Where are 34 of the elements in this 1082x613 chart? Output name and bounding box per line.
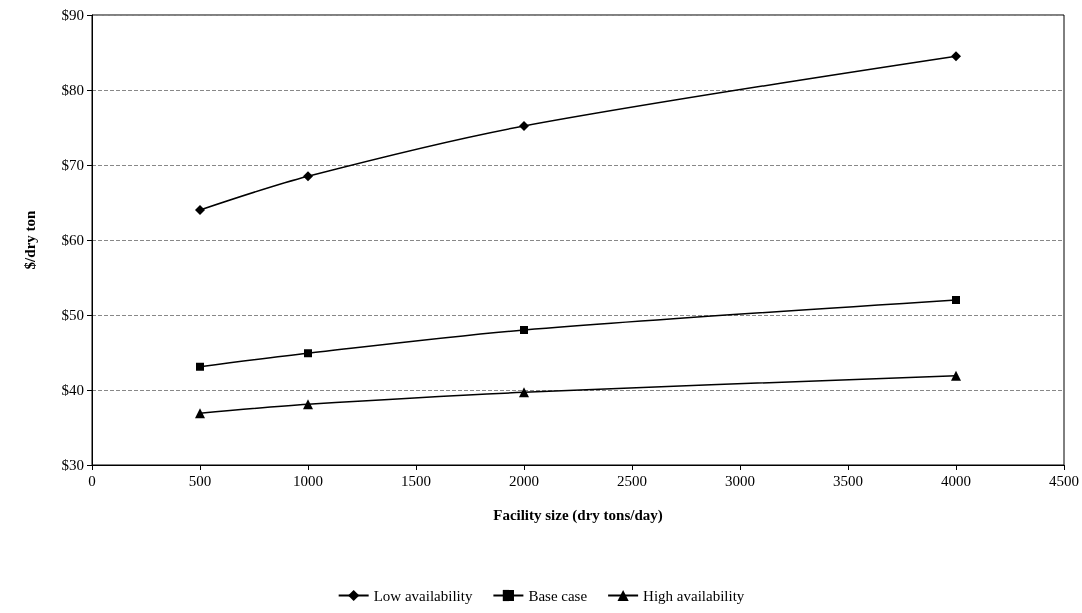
- x-tick-label: 4500: [1049, 472, 1079, 489]
- point: [520, 326, 528, 334]
- x-tick-label: 2500: [617, 472, 647, 489]
- legend-label: Base case: [528, 587, 588, 604]
- x-tick-label: 1000: [293, 472, 323, 489]
- x-tick-label: 500: [188, 472, 212, 489]
- y-tick-label: $70: [61, 157, 84, 173]
- point: [304, 349, 312, 358]
- point: [195, 408, 205, 419]
- point: [303, 399, 313, 410]
- x-tick-label: 2000: [509, 472, 539, 489]
- point: [951, 370, 961, 381]
- point: [303, 171, 313, 182]
- x-tick-label: 4000: [941, 472, 971, 489]
- x-tick-label: 0: [88, 472, 96, 489]
- point: [195, 205, 205, 215]
- y-tick-label: $40: [61, 382, 84, 398]
- point: [952, 296, 960, 304]
- y-tick-label: $80: [61, 82, 84, 98]
- point: [951, 51, 961, 62]
- y-tick-label: $90: [61, 7, 84, 23]
- point: [519, 387, 529, 398]
- y-tick-label: $60: [61, 232, 84, 248]
- y-axis-title: $/dry ton: [21, 209, 38, 270]
- point: [196, 362, 204, 371]
- legend-label: Low availability: [373, 587, 473, 604]
- y-tick-label: $50: [61, 307, 84, 323]
- x-tick-label: 3500: [833, 472, 863, 489]
- legend-label: High availability: [643, 587, 745, 604]
- point: [519, 121, 529, 131]
- x-tick-label: 1500: [401, 472, 431, 489]
- y-tick-label: $30: [61, 457, 84, 473]
- x-axis-title: Facility size (dry tons/day): [493, 506, 663, 524]
- x-tick-label: 3000: [725, 472, 755, 489]
